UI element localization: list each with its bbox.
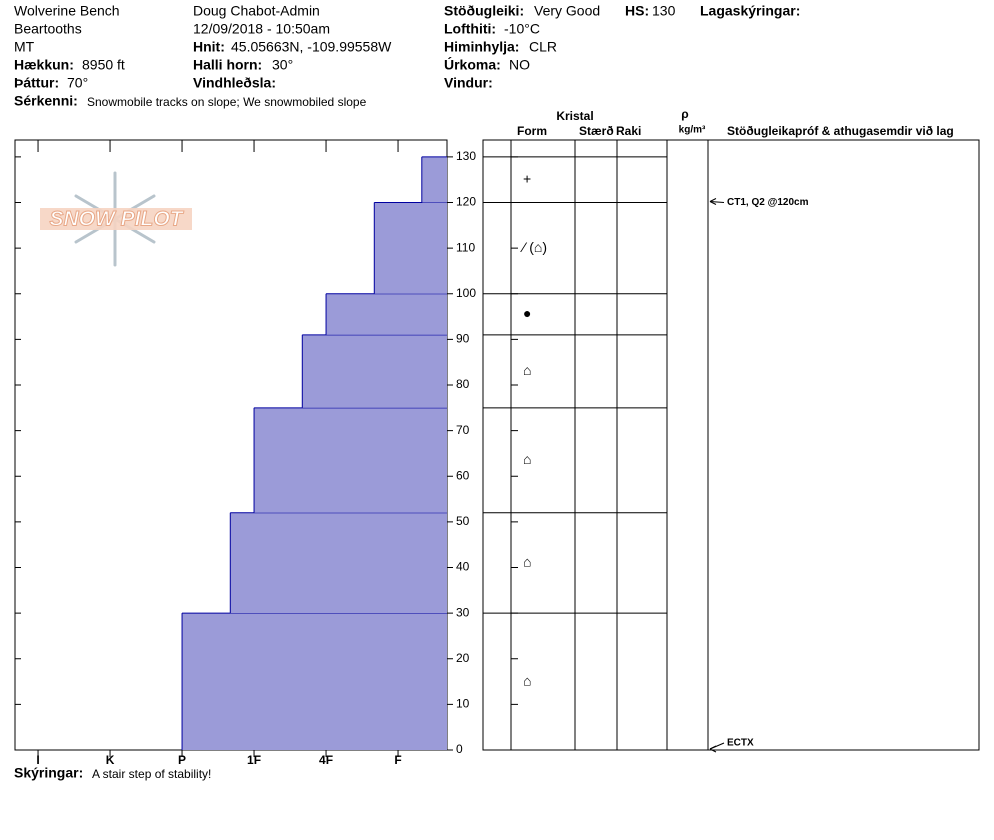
value: 8950 ft	[82, 57, 125, 73]
layer-bar	[421, 156, 447, 203]
column-header: Stærð	[579, 124, 614, 138]
label: HS:	[625, 3, 649, 19]
layer-bar	[374, 202, 447, 294]
state: MT	[14, 39, 35, 55]
column-header: ρ	[681, 107, 688, 121]
grain-form: ⌂	[523, 451, 531, 467]
logo-banner	[40, 208, 192, 230]
y-tick-label: 80	[456, 377, 470, 391]
y-tick-label: 120	[456, 195, 476, 209]
y-tick-label: 40	[456, 560, 470, 574]
y-tick-label: 110	[456, 240, 475, 254]
column-header: Kristal	[556, 109, 593, 123]
layer-bar	[254, 407, 447, 513]
value: 70°	[67, 75, 88, 91]
label: Sérkenni:	[14, 93, 78, 109]
column-header: Raki	[616, 124, 641, 138]
logo: SNOW PILOT	[40, 171, 192, 267]
value: -10°C	[504, 21, 540, 37]
datetime: 12/09/2018 - 10:50am	[193, 21, 330, 37]
column-header: Stöðugleikapróf & athugasemdir við lag	[727, 124, 954, 138]
y-tick-label: 130	[456, 149, 476, 163]
column-header: kg/m³	[679, 125, 706, 136]
header: Wolverine Bench Beartooths MT Hækkun: 89…	[14, 3, 800, 109]
grain-form: ●	[523, 305, 531, 321]
value: 130	[652, 3, 676, 19]
label: Vindhleðsla:	[193, 75, 276, 91]
x-tick-label: P	[178, 753, 186, 767]
value: NO	[509, 57, 530, 73]
column-header: Form	[517, 124, 547, 138]
value: 45.05663N, -109.99558W	[231, 39, 392, 55]
grain-form: ⌂	[523, 672, 531, 688]
layer-bar	[230, 512, 447, 614]
observer: Doug Chabot-Admin	[193, 3, 320, 19]
notes: A stair step of stability!	[92, 767, 211, 781]
x-tick-label: 1F	[247, 753, 261, 767]
y-tick-label: 0	[456, 742, 463, 756]
label: Stöðugleiki:	[444, 3, 524, 19]
grain-form: ⌂	[523, 362, 531, 378]
x-tick-label: F	[394, 753, 401, 767]
label: Himinhylja:	[444, 39, 519, 55]
label: Úrkoma:	[444, 56, 501, 73]
label: Hækkun:	[14, 57, 74, 73]
y-tick-label: 10	[456, 697, 470, 711]
label: Halli horn:	[193, 57, 262, 73]
y-tick-label: 90	[456, 332, 470, 346]
x-tick-label: K	[106, 753, 115, 767]
table-frame	[482, 139, 980, 751]
grain-form: ⌂	[523, 554, 531, 570]
y-tick-label: 60	[456, 468, 470, 482]
label: Skýringar:	[14, 765, 83, 781]
test-arrowhead	[709, 745, 717, 753]
layer-bar	[302, 334, 447, 408]
x-tick-label: I	[36, 753, 39, 767]
label: Lofthiti:	[444, 21, 496, 37]
y-tick-label: 70	[456, 423, 470, 437]
grain-form: +	[523, 170, 531, 186]
test-arrowhead	[709, 198, 717, 205]
y-tick-label: 100	[456, 286, 476, 300]
x-tick-label: 4F	[319, 753, 333, 767]
label: Þáttur:	[14, 75, 59, 91]
y-tick-label: 50	[456, 514, 470, 528]
range: Beartooths	[14, 21, 82, 37]
grain-form: ⁄ (⌂)	[520, 239, 547, 255]
label: Lagaskýringar:	[700, 3, 800, 19]
label: Hnit:	[193, 39, 225, 55]
features: Snowmobile tracks on slope; We snowmobil…	[87, 95, 367, 109]
layer-bar	[182, 613, 448, 750]
value: CLR	[529, 39, 557, 55]
test-label: CT1, Q2 @120cm	[727, 197, 809, 208]
test-label: ECTX	[727, 738, 754, 749]
value: Very Good	[534, 3, 600, 19]
test-arrow	[709, 201, 725, 204]
y-tick-label: 30	[456, 605, 470, 619]
location: Wolverine Bench	[14, 3, 120, 19]
layer-bar	[326, 293, 447, 335]
label: Vindur:	[444, 75, 493, 91]
logo-text: SNOW PILOT	[50, 208, 185, 231]
value: 30°	[272, 57, 293, 73]
y-tick-label: 20	[456, 651, 470, 665]
